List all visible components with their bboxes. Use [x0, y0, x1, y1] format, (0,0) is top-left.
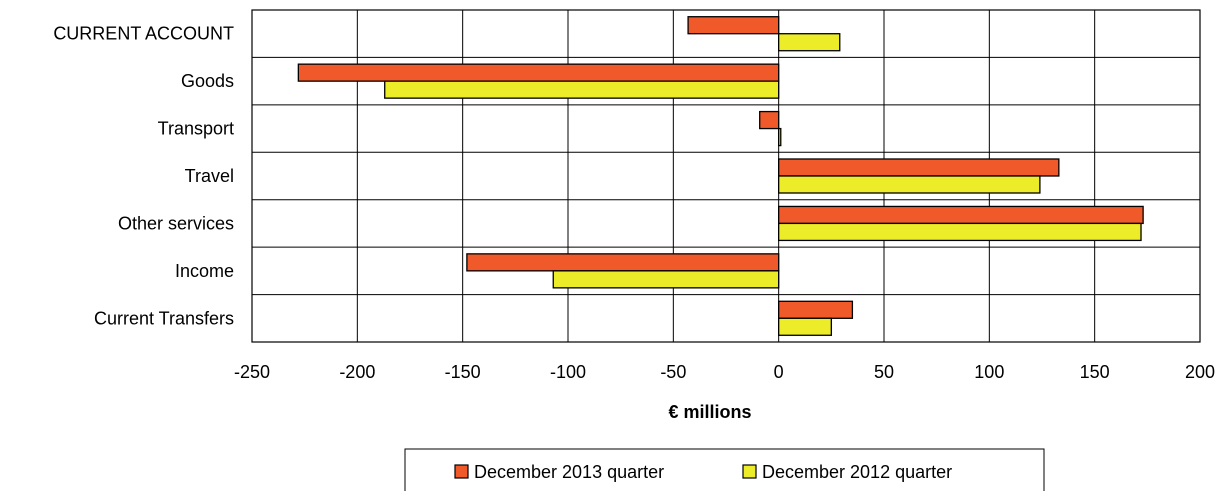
x-tick-label: 200 [1185, 362, 1215, 382]
bar-dec-2012-5 [552, 270, 780, 289]
x-tick-label: -150 [445, 362, 481, 382]
bar-dec-2013-6 [778, 300, 854, 319]
bar-dec-2012-6 [778, 317, 832, 336]
bar-dec-2012-3 [778, 175, 1041, 194]
bar-dec-2012-0 [778, 33, 841, 52]
category-label: Travel [185, 166, 234, 186]
bar-dec-2013-1 [297, 63, 780, 82]
category-label: CURRENT ACCOUNT [53, 24, 234, 44]
bar-dec-2012-1 [384, 80, 780, 99]
bar-dec-2013-5 [466, 253, 780, 272]
bar-dec-2013-2 [759, 110, 780, 130]
bar-dec-2012-2 [778, 127, 782, 147]
legend-label: December 2012 quarter [762, 462, 952, 482]
x-tick-label: 0 [774, 362, 784, 382]
category-label: Transport [158, 119, 234, 139]
legend-swatch [454, 464, 469, 479]
legend: December 2013 quarter December 2012 quart… [404, 448, 1045, 491]
x-tick-label: 100 [974, 362, 1004, 382]
legend-box [404, 448, 1045, 491]
bar-dec-2012-4 [778, 222, 1142, 242]
x-tick-label: 50 [874, 362, 894, 382]
x-tick-label: 150 [1080, 362, 1110, 382]
bar-dec-2013-3 [778, 158, 1060, 177]
legend-swatch [742, 464, 757, 479]
plot-frame [251, 9, 1201, 343]
x-tick-label: -250 [234, 362, 270, 382]
x-tick-label: -200 [339, 362, 375, 382]
category-label: Income [175, 261, 234, 281]
x-tick-label: -100 [550, 362, 586, 382]
category-label: Current Transfers [94, 308, 234, 328]
bars [297, 16, 1144, 336]
legend-label: December 2013 quarter [474, 462, 664, 482]
plot-border [251, 9, 1201, 343]
bar-dec-2013-4 [778, 205, 1144, 225]
category-label: Goods [181, 71, 234, 91]
bar-dec-2013-0 [687, 16, 780, 35]
category-labels: CURRENT ACCOUNT Goods Transport Travel Other… [53, 24, 234, 329]
category-label: Other services [118, 213, 234, 233]
x-tick-labels: -250 -200 -150 -100 -50 0 50 100 150 200 [234, 362, 1215, 382]
x-axis-title: € millions [668, 402, 751, 422]
x-tick-label: -50 [660, 362, 686, 382]
